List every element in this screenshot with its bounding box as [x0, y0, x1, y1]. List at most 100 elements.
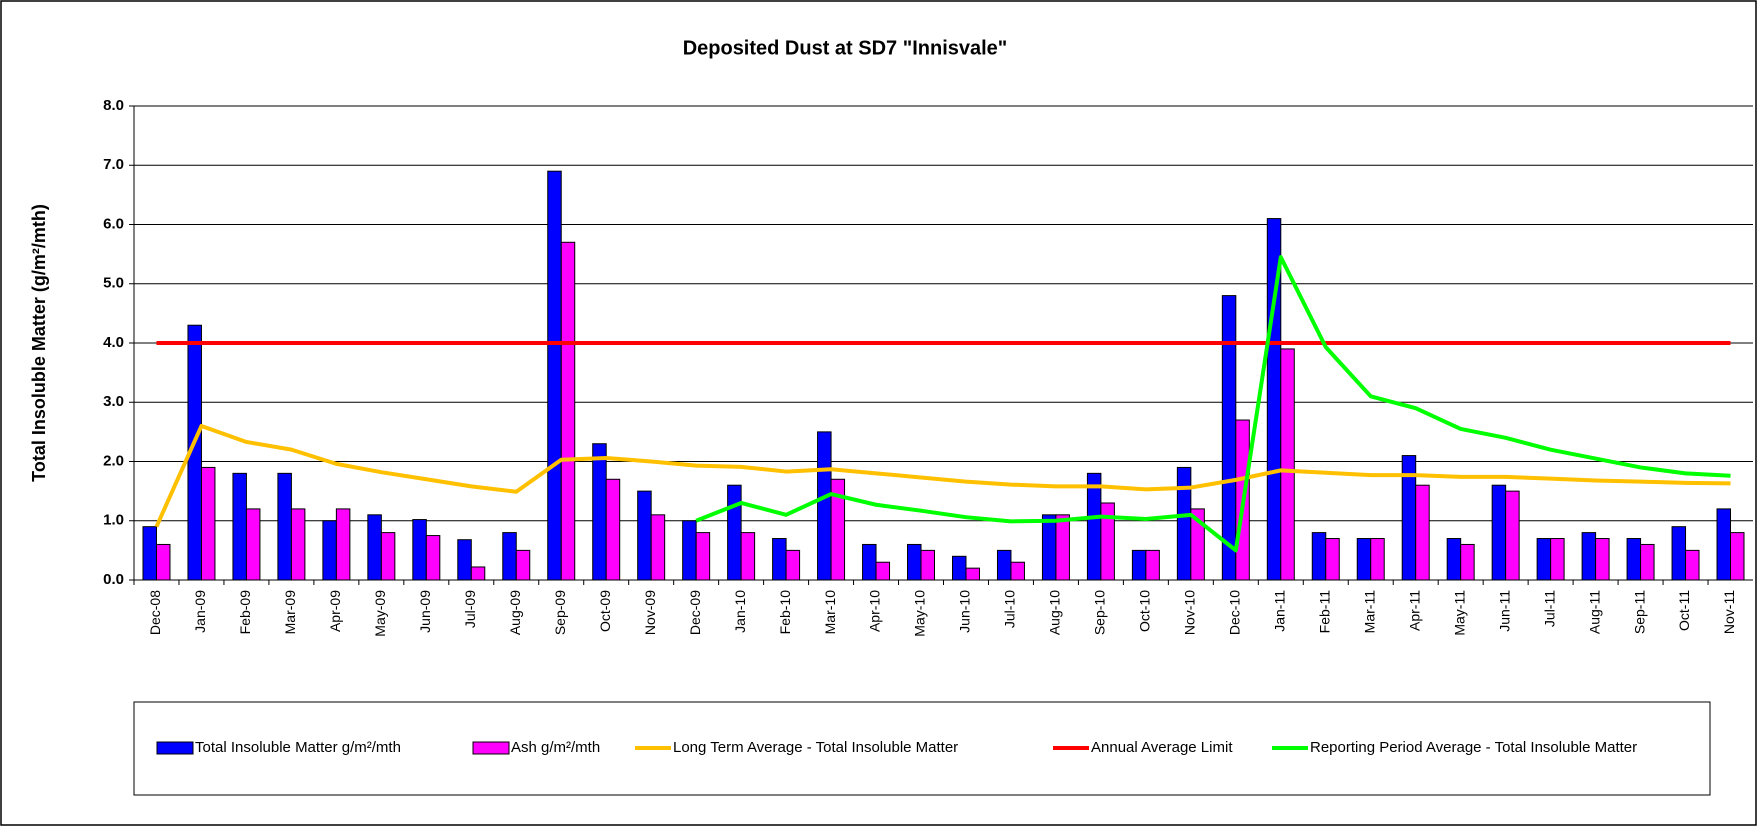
bar [1730, 532, 1745, 581]
x-tick-label: Feb-10 [777, 590, 793, 635]
bar [592, 443, 607, 581]
x-tick-label: May-10 [912, 590, 928, 637]
bar [1280, 348, 1295, 581]
legend-label: Total Insoluble Matter g/m²/mth [195, 739, 401, 756]
bar [965, 567, 980, 581]
x-tick-label: Aug-10 [1047, 590, 1063, 635]
x-tick-label: Sep-11 [1631, 590, 1647, 634]
y-tick-label: 7.0 [103, 156, 124, 173]
bar [502, 532, 517, 581]
x-tick-label: Oct-09 [597, 590, 613, 632]
x-tick-label: Jun-10 [957, 590, 973, 633]
y-tick-label: 1.0 [103, 512, 124, 529]
bar [682, 520, 697, 581]
x-tick-label: May-11 [1451, 590, 1467, 636]
x-tick-label: Jul-11 [1541, 590, 1557, 627]
x-tick-label: Jan-09 [192, 590, 208, 633]
bar [245, 508, 261, 581]
line [154, 423, 1731, 528]
legend-label: Reporting Period Average - Total Insolub… [1310, 739, 1637, 756]
bar [367, 514, 382, 581]
y-tick-label: 2.0 [103, 452, 124, 469]
bar [862, 543, 877, 581]
legend-label: Long Term Average - Total Insoluble Matt… [673, 739, 958, 756]
bar [1581, 532, 1597, 581]
y-tick-label: 5.0 [103, 275, 124, 292]
bar [457, 539, 472, 581]
bar [1176, 466, 1192, 581]
bar [1550, 538, 1565, 581]
bar [200, 466, 216, 581]
x-tick-label: Jan-10 [732, 590, 748, 633]
x-tick-label: Oct-10 [1137, 590, 1153, 632]
x-tick-label: Feb-09 [237, 590, 253, 635]
y-tick-label: 6.0 [103, 215, 124, 232]
x-tick-label: May-09 [372, 590, 388, 637]
bar [1086, 472, 1102, 581]
bar [155, 543, 171, 581]
x-tick-label: Dec-08 [147, 590, 163, 635]
x-tick-label: Nov-11 [1721, 590, 1737, 634]
bar [1626, 538, 1642, 581]
legend-swatch [472, 741, 510, 755]
x-tick-label: Aug-09 [507, 590, 523, 635]
bar [547, 170, 562, 581]
x-tick-label: Mar-11 [1361, 590, 1377, 634]
bar [951, 555, 967, 581]
bar [637, 490, 652, 581]
bar [1100, 502, 1115, 581]
bar [412, 519, 427, 581]
legend-box [133, 701, 1711, 796]
x-tick-label: Dec-09 [687, 590, 703, 635]
bar [1536, 538, 1552, 581]
bar [425, 535, 441, 581]
bar [1010, 561, 1025, 581]
bar [380, 532, 396, 581]
bar [470, 566, 486, 581]
legend-swatch [156, 741, 194, 755]
bar [1145, 549, 1160, 581]
x-tick-label: Sep-09 [552, 590, 568, 635]
x-tick-label: Feb-11 [1316, 590, 1332, 634]
bar [875, 561, 891, 581]
bar [996, 549, 1012, 581]
bar [695, 532, 711, 581]
bar [142, 526, 157, 581]
y-tick-label: 4.0 [103, 334, 124, 351]
bar [1041, 514, 1057, 581]
bar [1685, 549, 1700, 581]
bar [740, 532, 756, 581]
bar [1311, 532, 1327, 581]
bar [1595, 538, 1610, 581]
x-tick-label: Nov-10 [1182, 590, 1198, 635]
bar [560, 241, 576, 581]
line [695, 255, 1731, 553]
bar [1640, 543, 1655, 581]
x-tick-label: Jul-10 [1002, 590, 1018, 628]
bar [1415, 484, 1430, 581]
bar [1505, 490, 1520, 581]
bar [1716, 508, 1732, 581]
y-tick-label: 3.0 [103, 393, 124, 410]
bar [515, 549, 531, 581]
legend-label: Ash g/m²/mth [511, 739, 600, 756]
x-tick-label: Apr-09 [327, 590, 343, 632]
bar [907, 543, 922, 581]
bar [1221, 295, 1237, 581]
bar [1325, 538, 1340, 581]
chart-title: Deposited Dust at SD7 "Innisvale" [683, 37, 1008, 59]
bar [232, 472, 247, 581]
x-tick-label: Jun-11 [1496, 590, 1512, 632]
bar [277, 472, 292, 581]
x-tick-label: Apr-10 [867, 590, 883, 632]
bar [1370, 538, 1385, 581]
bar [772, 538, 787, 581]
bar [650, 514, 666, 581]
bar [335, 508, 351, 581]
bar [1446, 538, 1462, 581]
bar [1356, 538, 1372, 581]
bar [1460, 543, 1475, 581]
y-tick-label: 8.0 [103, 97, 124, 114]
